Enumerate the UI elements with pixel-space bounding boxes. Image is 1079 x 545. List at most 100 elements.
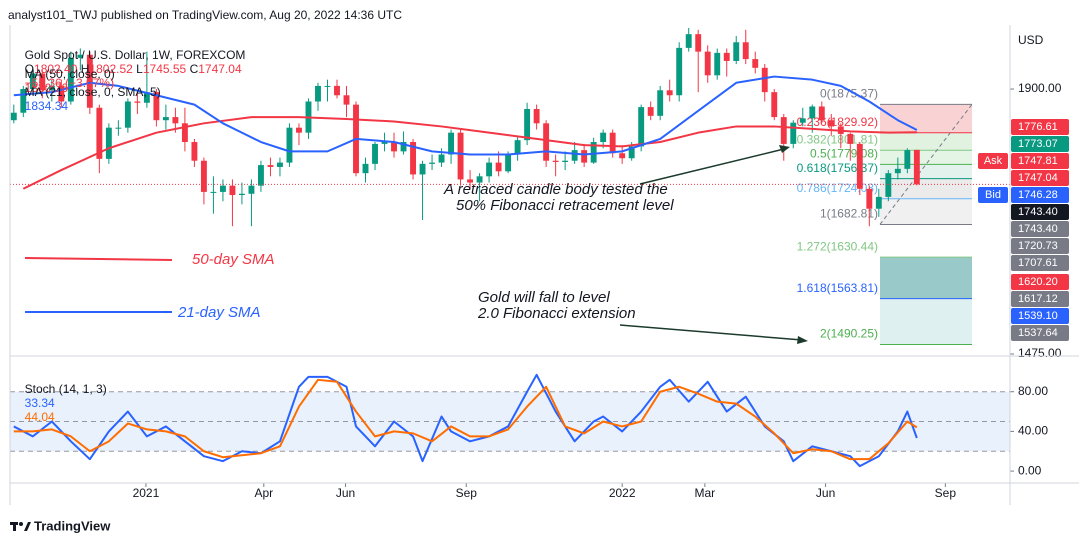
- x-tick-label: Jun: [336, 486, 355, 500]
- x-tick-label: Apr: [254, 486, 273, 500]
- stoch-tick-label: 0.00: [1018, 463, 1042, 477]
- quote-tag: [978, 153, 1008, 169]
- fib-band: [880, 198, 972, 225]
- candle-body: [210, 191, 217, 193]
- stoch-d: 44.04: [24, 410, 55, 424]
- candle-body: [638, 107, 645, 147]
- price-tag: [1011, 325, 1069, 341]
- fib-band: [880, 132, 972, 151]
- candle-body: [191, 142, 198, 161]
- fib-label: 0.382(1801.81): [797, 132, 878, 146]
- candle-body: [619, 153, 626, 159]
- logo-text: TradingView: [34, 518, 111, 533]
- y-tick-label: 1475.00: [1018, 346, 1062, 360]
- quote-tag-label: Bid: [985, 189, 1001, 201]
- candle-body: [286, 127, 293, 163]
- price-tag: [1011, 274, 1069, 290]
- price-tag-label: 1707.61: [1018, 257, 1058, 269]
- price-tag: [1011, 136, 1069, 152]
- annotation: 21-day SMA: [177, 304, 261, 321]
- fib-band: [880, 178, 972, 199]
- x-tick-label: Sep: [935, 486, 957, 500]
- candle-body: [29, 73, 36, 90]
- price-tag-label: 1747.04: [1018, 172, 1058, 184]
- candle-body: [799, 118, 806, 123]
- candle-body: [543, 123, 550, 161]
- candle-body: [628, 146, 635, 159]
- fib-band: [880, 164, 972, 179]
- candle-body: [771, 92, 778, 118]
- ma-value: 1830.76: [24, 81, 69, 95]
- candle-body: [248, 185, 255, 194]
- fib-band: [880, 257, 972, 299]
- published: analyst101_TWJ published on TradingView.…: [8, 8, 403, 22]
- fib-label: 0.786(1724.03): [797, 181, 878, 195]
- price-tag: [1011, 238, 1069, 254]
- candle-body: [296, 127, 302, 133]
- candle-body: [39, 73, 46, 91]
- fib-band: [880, 224, 972, 258]
- candle-body: [562, 160, 569, 162]
- candle-body: [219, 185, 226, 192]
- candle-body: [761, 67, 768, 93]
- x-tick-label: Sep: [456, 486, 478, 500]
- candle-body: [362, 163, 369, 174]
- candle-body: [410, 142, 416, 175]
- candle-body: [67, 57, 74, 102]
- candle-body: [495, 162, 502, 172]
- price-tag: [1011, 170, 1069, 186]
- annotation: Gold will fall to level: [478, 289, 610, 306]
- ma-legend: MA (21, close, 0, SMA, 5) 1834.34: [18, 71, 161, 113]
- fib-label: 1.618(1563.81): [797, 281, 878, 295]
- candle-body: [856, 143, 863, 189]
- candle-body: [372, 143, 378, 164]
- candle-body: [885, 173, 892, 197]
- stoch-title: Stoch (14, 1, 3): [24, 382, 107, 396]
- ma-name: MA (50, close, 0): [24, 67, 115, 81]
- ma-line: [22, 116, 917, 190]
- price-tag-label: 1776.61: [1018, 121, 1058, 133]
- y-tick-label: 1900.00: [1018, 81, 1062, 95]
- annotation: 50-day SMA: [192, 251, 275, 268]
- annotation: 2.0 Fibonacci extension: [477, 305, 636, 322]
- price-tag: [1011, 308, 1069, 324]
- symbol-legend: Gold Spot / U.S. Dollar, 1W, FOREXCOM O1…: [18, 34, 246, 90]
- candle-body: [48, 85, 55, 91]
- logo: TradingView: [10, 518, 111, 533]
- candle-body: [419, 163, 426, 175]
- candle-body: [476, 176, 483, 183]
- candle-body: [448, 132, 455, 155]
- candle-body: [505, 154, 512, 172]
- candle-body: [714, 52, 721, 76]
- candle-body: [324, 85, 331, 87]
- candle-body: [153, 92, 160, 121]
- x-tick-label: Mar: [695, 486, 716, 500]
- x-tick-label: 2021: [133, 486, 160, 500]
- candle-body: [229, 185, 236, 196]
- candle-body: [809, 106, 816, 119]
- candle-body: [571, 150, 578, 161]
- ohlc-value: 1745.55: [142, 62, 187, 76]
- fib-band: [880, 298, 972, 345]
- price-unit: USD: [1018, 33, 1044, 47]
- annotation: A retraced candle body tested the: [443, 181, 668, 198]
- ohlc-legend: O1802.40 H1802.52 L1745.55 C1747.04: [25, 62, 245, 76]
- price-tag: [1011, 255, 1069, 271]
- price-tag-label: 1743.40: [1018, 206, 1058, 218]
- ohlc-key: H: [80, 62, 90, 76]
- fib-label: 2(1490.25): [820, 327, 878, 341]
- candle-body: [676, 47, 683, 96]
- sma50-legend-line: [24, 257, 173, 261]
- candle-body: [875, 196, 882, 209]
- ohlc-key: L: [136, 62, 143, 76]
- candle-body: [162, 117, 169, 121]
- candle-body: [723, 52, 730, 61]
- candle-body: [457, 132, 464, 180]
- candle-body: [429, 162, 435, 164]
- candle-body: [143, 92, 150, 103]
- candle-body: [77, 54, 84, 58]
- candle-body: [704, 51, 711, 76]
- candle-body: [258, 165, 264, 186]
- fib-label: 0.618(1756.37): [797, 161, 878, 175]
